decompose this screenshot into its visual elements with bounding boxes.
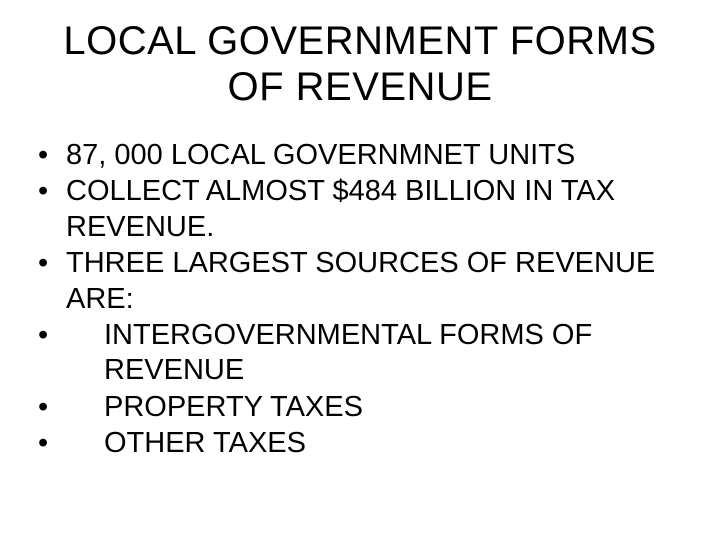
bullet-item: • 87, 000 LOCAL GOVERNMNET UNITS [30, 138, 690, 173]
bullet-text: OTHER TAXES [66, 426, 690, 461]
bullet-marker: • [30, 174, 66, 209]
bullet-item: • COLLECT ALMOST $484 BILLION IN TAX REV… [30, 174, 690, 245]
bullet-marker: • [30, 318, 66, 353]
bullet-text: PROPERTY TAXES [66, 390, 690, 425]
bullet-marker: • [30, 138, 66, 173]
bullet-text: COLLECT ALMOST $484 BILLION IN TAX REVEN… [66, 174, 690, 245]
bullet-list: • 87, 000 LOCAL GOVERNMNET UNITS • COLLE… [30, 138, 690, 461]
bullet-item: • INTERGOVERNMENTAL FORMS OF REVENUE [30, 318, 690, 389]
bullet-text: THREE LARGEST SOURCES OF REVENUE ARE: [66, 246, 690, 317]
slide-title: LOCAL GOVERNMENT FORMS OF REVENUE [30, 18, 690, 110]
bullet-marker: • [30, 246, 66, 281]
bullet-item: • THREE LARGEST SOURCES OF REVENUE ARE: [30, 246, 690, 317]
bullet-item: • OTHER TAXES [30, 426, 690, 461]
bullet-text: INTERGOVERNMENTAL FORMS OF REVENUE [66, 318, 690, 389]
bullet-marker: • [30, 390, 66, 425]
bullet-item: • PROPERTY TAXES [30, 390, 690, 425]
bullet-marker: • [30, 426, 66, 461]
bullet-text: 87, 000 LOCAL GOVERNMNET UNITS [66, 138, 690, 173]
